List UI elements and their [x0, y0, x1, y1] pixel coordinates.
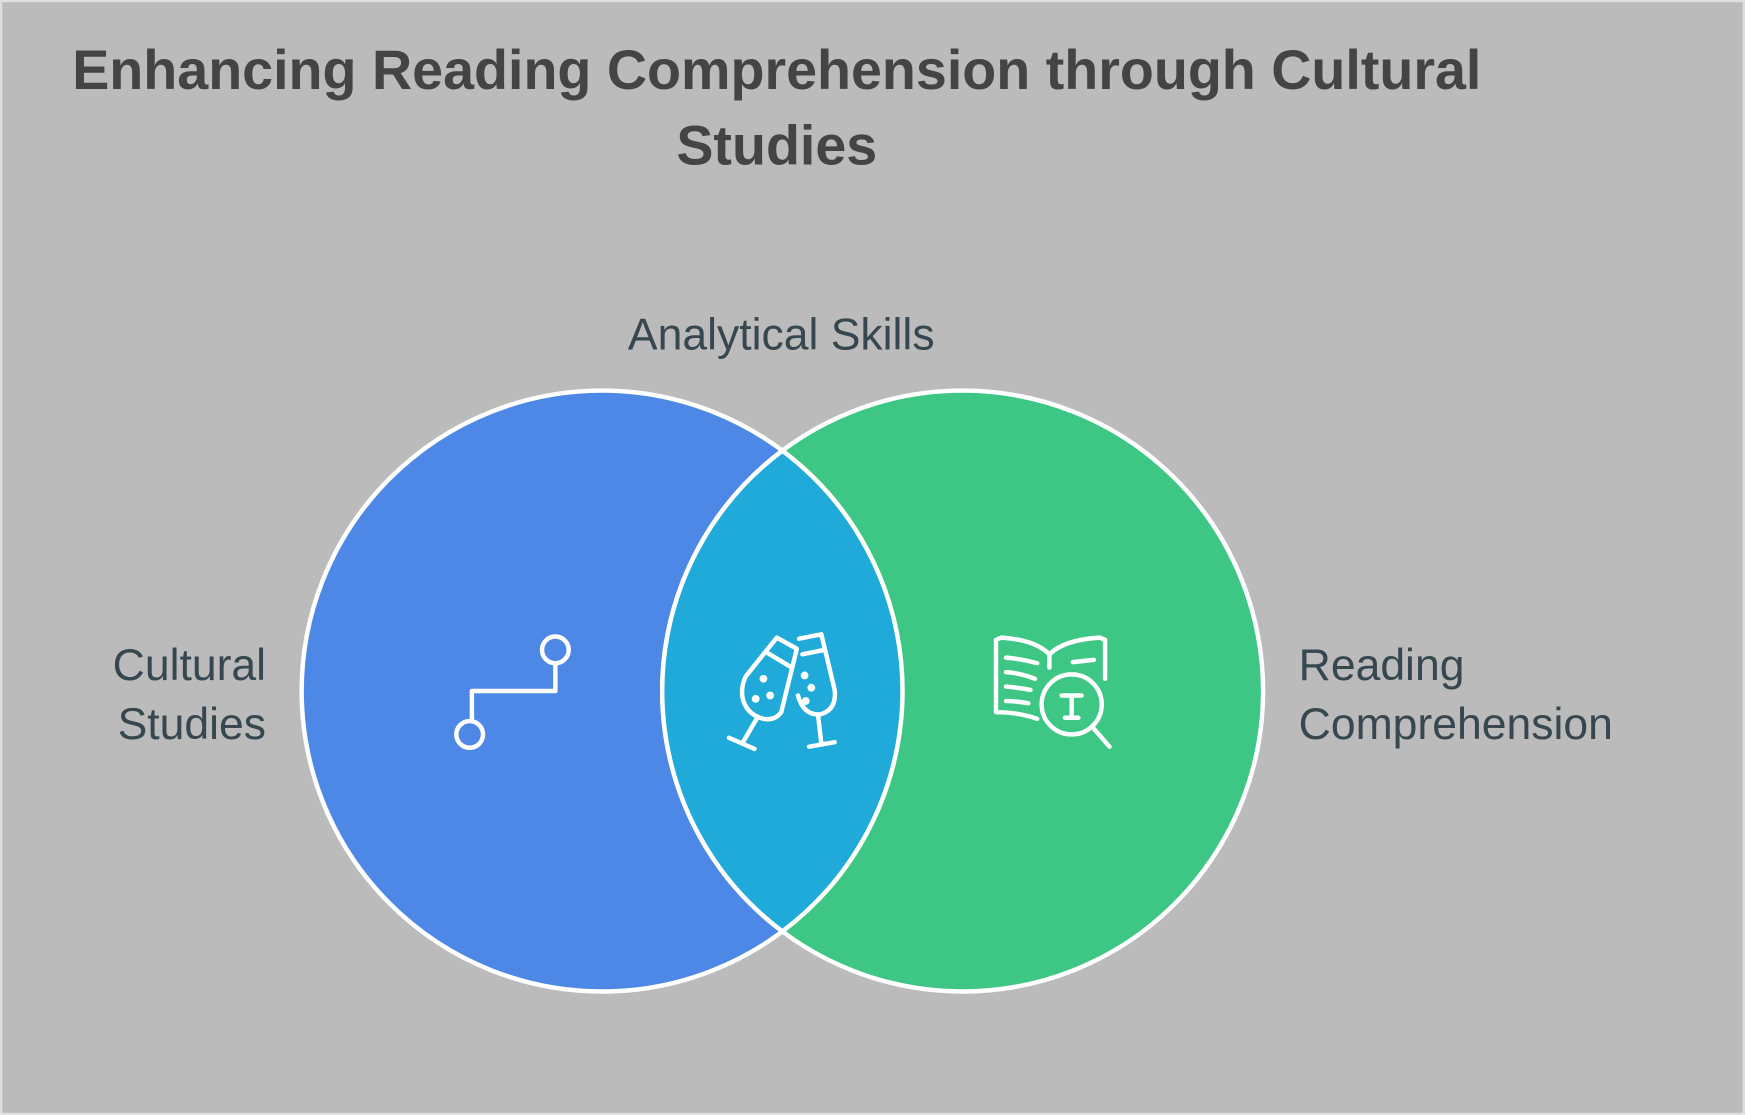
- title-line-1: Enhancing Reading Comprehension through …: [72, 39, 1481, 101]
- reading-comprehension-label-2: Comprehension: [1299, 700, 1613, 749]
- path-route-icon: [454, 634, 571, 751]
- intersection-region: [660, 447, 905, 935]
- reading-comprehension-label-1: Reading: [1299, 641, 1465, 690]
- champagne-glasses-icon: [726, 632, 838, 752]
- book-search-icon: [993, 635, 1112, 749]
- cultural-studies-label-1: Cultural: [113, 641, 266, 690]
- cultural-studies-label-2: Studies: [118, 700, 266, 749]
- title-line-2: Studies: [676, 115, 877, 177]
- intersection-label: Analytical Skills: [628, 310, 935, 359]
